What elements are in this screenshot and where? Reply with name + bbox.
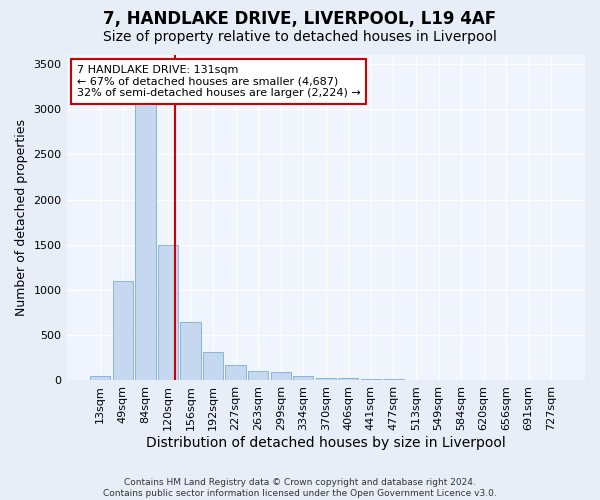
Y-axis label: Number of detached properties: Number of detached properties bbox=[15, 119, 28, 316]
Text: Size of property relative to detached houses in Liverpool: Size of property relative to detached ho… bbox=[103, 30, 497, 44]
X-axis label: Distribution of detached houses by size in Liverpool: Distribution of detached houses by size … bbox=[146, 436, 506, 450]
Text: Contains HM Land Registry data © Crown copyright and database right 2024.
Contai: Contains HM Land Registry data © Crown c… bbox=[103, 478, 497, 498]
Text: 7 HANDLAKE DRIVE: 131sqm
← 67% of detached houses are smaller (4,687)
32% of sem: 7 HANDLAKE DRIVE: 131sqm ← 67% of detach… bbox=[77, 65, 361, 98]
Bar bbox=[135, 73, 155, 380]
Bar bbox=[361, 378, 381, 380]
Bar bbox=[271, 372, 291, 380]
Bar bbox=[316, 378, 336, 380]
Bar bbox=[113, 281, 133, 380]
Bar bbox=[293, 376, 313, 380]
Bar bbox=[248, 370, 268, 380]
Text: 7, HANDLAKE DRIVE, LIVERPOOL, L19 4AF: 7, HANDLAKE DRIVE, LIVERPOOL, L19 4AF bbox=[103, 10, 497, 28]
Bar bbox=[338, 378, 358, 380]
Bar bbox=[181, 322, 200, 380]
Bar bbox=[226, 364, 246, 380]
Bar bbox=[203, 352, 223, 380]
Bar bbox=[158, 245, 178, 380]
Bar bbox=[90, 376, 110, 380]
